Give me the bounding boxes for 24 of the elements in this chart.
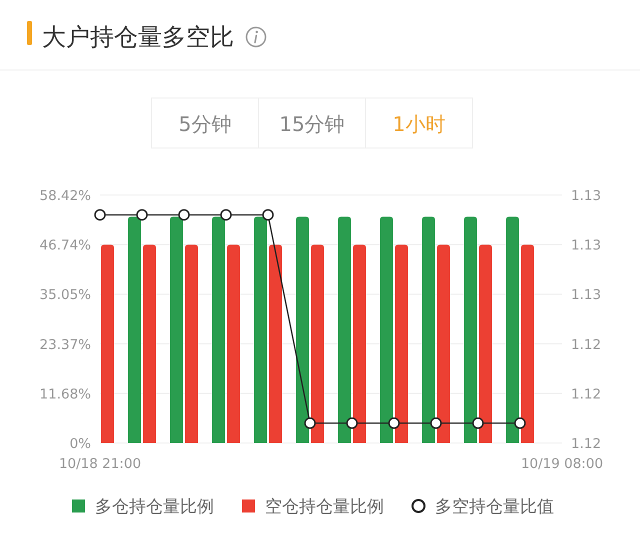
title: 大户持仓量多空比 (42, 23, 234, 51)
y2-tick-label: 1.12 (571, 336, 602, 353)
legend-label: 多空持仓量比值 (435, 497, 554, 517)
y2-tick-label: 1.13 (571, 287, 602, 304)
x-tick-label: 10/19 08:00 (520, 456, 604, 472)
button-label: 5分钟 (178, 112, 232, 136)
legend-item: 多仓持仓量比例 (72, 497, 214, 517)
legend-item: 空仓持仓量比例 (242, 497, 384, 517)
legend-label: 多仓持仓量比例 (95, 497, 214, 517)
x-tick-label: 10/18 21:00 (58, 456, 142, 472)
y-tick-label: 46.74% (40, 238, 91, 254)
y-tick-label: 23.37% (40, 336, 91, 353)
y-tick-label: 35.05% (40, 287, 91, 304)
button-label: 1小时 (392, 112, 446, 136)
legend-item: 多空持仓量比值 (412, 497, 554, 517)
y-tick-label: 0% (70, 436, 91, 452)
button-label: 15分钟 (279, 112, 345, 136)
y2-tick-label: 1.12 (571, 386, 602, 402)
y2-tick-label: 1.12 (571, 436, 602, 452)
y2-tick-label: 1.13 (571, 188, 602, 204)
y-tick-label: 11.68% (40, 386, 91, 402)
legend-label: 空仓持仓量比例 (265, 497, 384, 517)
y2-tick-label: 1.13 (571, 238, 602, 254)
y-tick-label: 58.42% (40, 188, 91, 204)
